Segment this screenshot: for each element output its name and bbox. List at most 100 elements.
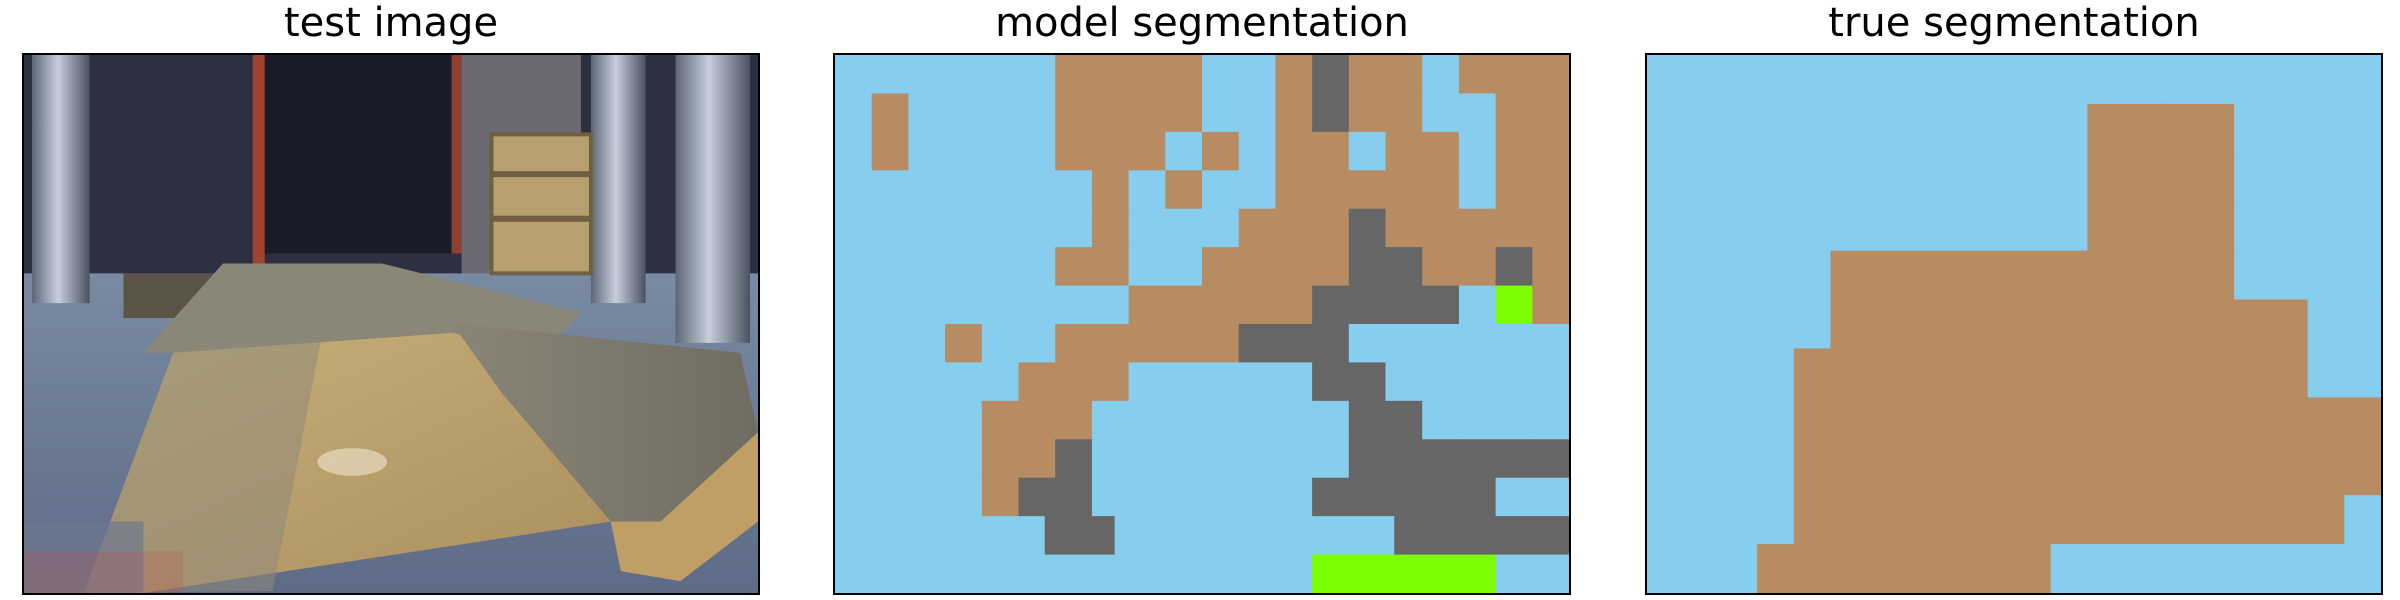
- true-segmentation-cell: [1647, 299, 1685, 350]
- model-segmentation-cell: [908, 208, 946, 248]
- model-segmentation-cell: [945, 55, 983, 95]
- model-segmentation-cell: [1202, 400, 1240, 440]
- true-segmentation-cell: [1940, 201, 1978, 252]
- model-segmentation-cell: [1202, 439, 1240, 479]
- model-segmentation-cell: [1312, 285, 1350, 325]
- model-segmentation-cell: [1495, 362, 1533, 402]
- model-segmentation-cell: [1018, 247, 1056, 287]
- true-segmentation-cell: [1830, 201, 1868, 252]
- true-segmentation-cell: [2234, 299, 2272, 350]
- true-segmentation-cell: [2014, 348, 2052, 398]
- true-segmentation-cell: [2160, 446, 2199, 496]
- model-segmentation-cell: [1055, 554, 1093, 593]
- true-segmentation-cell: [1903, 201, 1942, 252]
- true-segmentation-cell: [1867, 103, 1905, 154]
- true-segmentation-cell: [1647, 55, 1685, 105]
- true-segmentation-cell: [2344, 201, 2381, 252]
- model-segmentation-cell: [1458, 93, 1497, 133]
- model-segmentation-cell: [1458, 55, 1497, 95]
- true-segmentation-cell: [1940, 55, 1978, 105]
- model-segmentation-cell: [1348, 131, 1387, 171]
- model-segmentation-cell: [1091, 131, 1130, 171]
- true-segmentation-cell: [1793, 299, 1832, 350]
- model-segmentation-cell: [1495, 400, 1533, 440]
- model-segmentation-cell: [871, 55, 909, 95]
- true-segmentation-cell: [1940, 103, 1978, 154]
- model-segmentation-cell: [1422, 131, 1460, 171]
- model-segmentation-cell: [1385, 439, 1423, 479]
- model-segmentation-cell: [1422, 477, 1460, 517]
- model-segmentation-cell: [1202, 208, 1240, 248]
- true-segmentation-cell: [2307, 201, 2345, 252]
- model-segmentation-cell: [981, 131, 1020, 171]
- true-segmentation-cell: [2307, 250, 2345, 301]
- true-segmentation-cell: [2124, 103, 2162, 154]
- true-segmentation-cell: [2307, 397, 2345, 447]
- model-segmentation-cell: [1385, 55, 1423, 95]
- true-segmentation-cell: [1683, 397, 1721, 447]
- true-segmentation-cell: [1647, 446, 1685, 496]
- model-segmentation-grid: [835, 55, 1569, 593]
- model-segmentation-cell: [939, 516, 976, 556]
- model-segmentation-cell: [869, 516, 906, 556]
- model-segmentation-cell: [1385, 362, 1423, 402]
- test-image-panel: [22, 53, 760, 595]
- model-segmentation-cell: [1422, 93, 1460, 133]
- model-segmentation-cell: [1202, 362, 1240, 402]
- model-segmentation-cell: [981, 554, 1020, 593]
- true-segmentation-cell: [2270, 397, 2309, 447]
- true-segmentation-cell: [1647, 544, 1685, 593]
- model-segmentation-cell: [835, 554, 873, 593]
- model-segmentation-cell: [1128, 400, 1166, 440]
- model-segmentation-cell: [1422, 247, 1460, 287]
- true-segmentation-cell: [2270, 348, 2309, 398]
- model-segmentation-cell: [1091, 170, 1130, 210]
- true-segmentation-cell: [1903, 495, 1942, 545]
- true-segmentation-cell: [1977, 55, 2015, 105]
- model-segmentation-cell: [945, 477, 983, 517]
- model-segmentation-cell: [1532, 55, 1569, 95]
- model-segmentation-cell: [1055, 93, 1093, 133]
- true-segmentation-cell: [2124, 495, 2162, 545]
- model-segmentation-cell: [1275, 477, 1313, 517]
- true-segmentation-cell: [1903, 348, 1942, 398]
- true-segmentation-cell: [1830, 103, 1868, 154]
- model-segmentation-cell: [1165, 554, 1203, 593]
- true-segmentation-cell: [2050, 103, 2088, 154]
- true-segmentation-cell: [2050, 544, 2088, 593]
- model-segmentation-cell: [871, 477, 909, 517]
- model-segmentation-cell: [1422, 285, 1460, 325]
- model-segmentation-cell: [1495, 93, 1533, 133]
- true-segmentation-cell: [1647, 348, 1685, 398]
- model-segmentation-cell: [1275, 324, 1313, 364]
- model-segmentation-cell: [1055, 362, 1093, 402]
- model-segmentation-cell: [1055, 477, 1093, 517]
- panel-title-test-image: test image: [283, 0, 499, 46]
- model-segmentation-cell: [1532, 208, 1569, 248]
- model-segmentation-cell: [1079, 516, 1116, 556]
- model-segmentation-cell: [1532, 170, 1569, 210]
- model-segmentation-cell: [1532, 93, 1569, 133]
- model-segmentation-cell: [1458, 131, 1497, 171]
- true-segmentation-cell: [1940, 299, 1978, 350]
- true-segmentation-cell: [2270, 544, 2309, 593]
- model-segmentation-cell: [1202, 131, 1240, 171]
- true-segmentation-cell: [2087, 152, 2125, 203]
- model-segmentation-cell: [1165, 439, 1203, 479]
- model-segmentation-cell: [1495, 208, 1533, 248]
- true-segmentation-cell: [1903, 103, 1942, 154]
- model-segmentation-cell: [835, 362, 873, 402]
- model-segmentation-cell: [1202, 477, 1240, 517]
- true-segmentation-cell: [2124, 201, 2162, 252]
- model-segmentation-cell: [1348, 400, 1387, 440]
- true-segmentation-cell: [2014, 250, 2052, 301]
- true-segmentation-cell: [1903, 250, 1942, 301]
- true-segmentation-cell: [2344, 103, 2381, 154]
- true-segmentation-cell: [2234, 446, 2272, 496]
- model-segmentation-cell: [835, 400, 873, 440]
- model-segmentation-cell: [1018, 285, 1056, 325]
- true-segmentation-cell: [2160, 348, 2199, 398]
- true-segmentation-cell: [1903, 544, 1942, 593]
- model-segmentation-cell: [1238, 362, 1276, 402]
- true-segmentation-cell: [1647, 152, 1685, 203]
